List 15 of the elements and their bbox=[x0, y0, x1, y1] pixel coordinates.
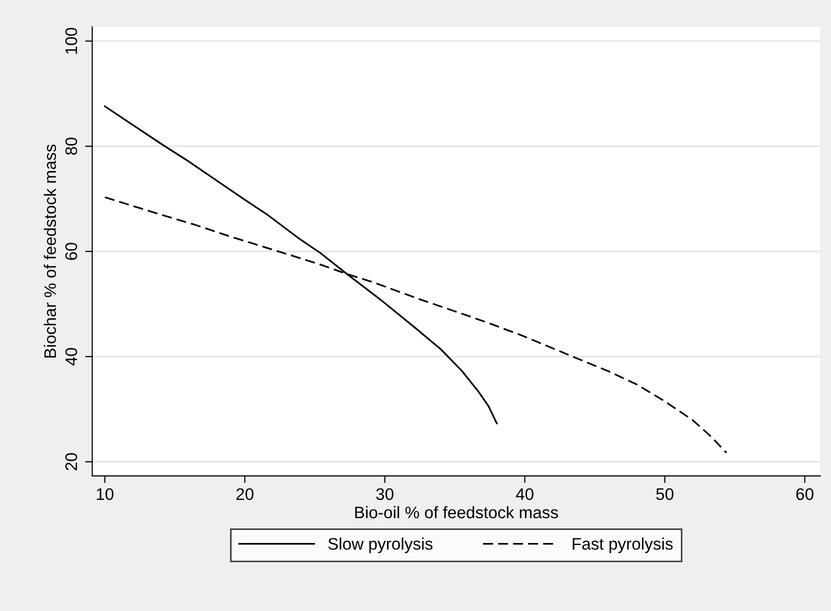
x-tick-label: 60 bbox=[796, 488, 814, 500]
y-tick-label: 40 bbox=[65, 348, 78, 366]
x-tick-label: 20 bbox=[236, 488, 254, 500]
y-axis-title: Biochar % of feedstock mass bbox=[44, 144, 56, 358]
x-tick-label: 10 bbox=[96, 488, 114, 500]
x-axis-title: Bio-oil % of feedstock mass bbox=[355, 506, 558, 518]
x-tick-label: 30 bbox=[376, 488, 394, 500]
y-tick-label: 20 bbox=[65, 453, 78, 470]
x-tick-label: 40 bbox=[516, 488, 534, 500]
x-tick-label: 50 bbox=[656, 488, 674, 500]
legend-label: Fast pyrolysis bbox=[572, 538, 673, 554]
y-tick-label: 100 bbox=[65, 28, 78, 54]
y-tick-label: 80 bbox=[65, 138, 78, 155]
y-tick-label: 60 bbox=[65, 242, 78, 260]
legend-label: Slow pyrolysis bbox=[328, 538, 432, 554]
